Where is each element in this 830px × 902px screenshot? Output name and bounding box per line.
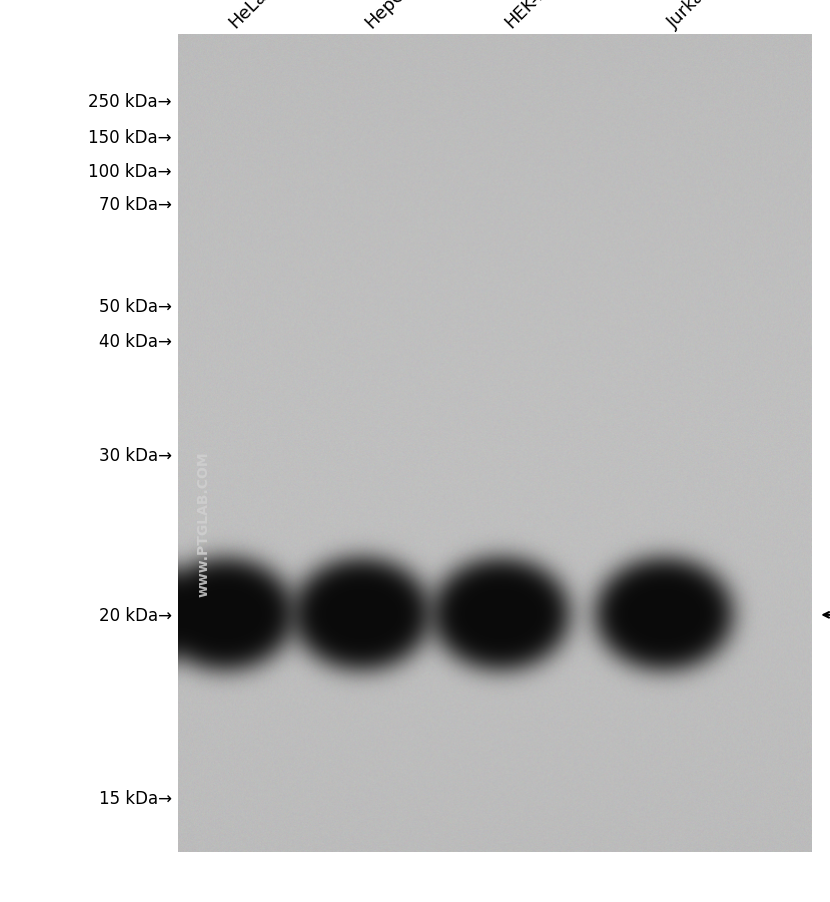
Text: 15 kDa→: 15 kDa→ (99, 789, 172, 807)
Text: 70 kDa→: 70 kDa→ (99, 196, 172, 214)
Text: 150 kDa→: 150 kDa→ (88, 129, 172, 147)
Text: 30 kDa→: 30 kDa→ (99, 446, 172, 465)
Text: www.PTGLAB.COM: www.PTGLAB.COM (197, 450, 210, 596)
Text: 50 kDa→: 50 kDa→ (99, 298, 172, 316)
Text: 100 kDa→: 100 kDa→ (88, 162, 172, 180)
Text: 250 kDa→: 250 kDa→ (88, 93, 172, 111)
Text: HEK-293: HEK-293 (501, 0, 568, 32)
Text: 40 kDa→: 40 kDa→ (99, 333, 172, 351)
Text: 20 kDa→: 20 kDa→ (99, 606, 172, 624)
Text: HepG2: HepG2 (362, 0, 418, 32)
Text: HeLa: HeLa (226, 0, 271, 32)
Text: Jurkat: Jurkat (664, 0, 714, 32)
